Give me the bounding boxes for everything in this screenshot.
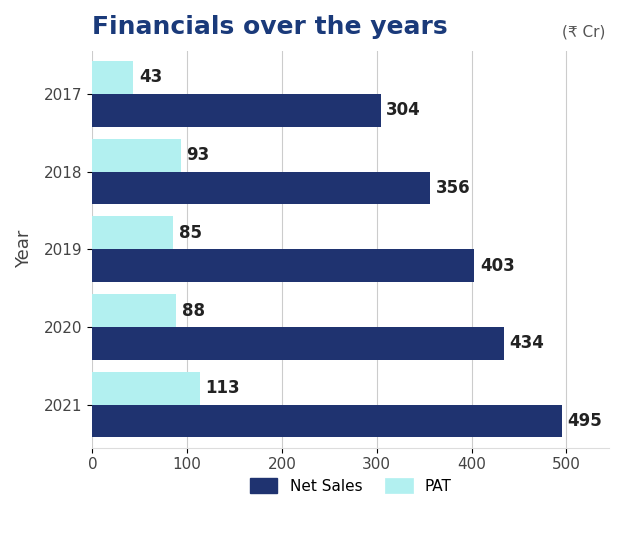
Bar (92, 294, 176, 327)
Bar (92, 372, 200, 405)
Text: 93: 93 (187, 146, 210, 164)
Text: 403: 403 (480, 257, 515, 274)
Bar (92, 61, 133, 94)
Text: 495: 495 (567, 412, 602, 430)
Text: 304: 304 (386, 101, 421, 119)
Legend: Net Sales, PAT: Net Sales, PAT (244, 471, 458, 500)
Bar (92, 216, 173, 249)
Text: (₹ Cr): (₹ Cr) (562, 25, 605, 40)
Bar (92, 249, 474, 282)
Bar (92, 94, 381, 126)
Text: 356: 356 (436, 179, 470, 197)
Bar (92, 172, 430, 204)
Text: 88: 88 (182, 301, 205, 320)
Y-axis label: Year: Year (15, 230, 33, 268)
Text: 434: 434 (509, 335, 544, 352)
Bar (92, 139, 180, 172)
Text: 85: 85 (178, 224, 202, 242)
Text: Financials over the years: Financials over the years (92, 15, 448, 39)
Bar (92, 327, 504, 360)
Text: 113: 113 (205, 379, 240, 397)
Bar (92, 405, 562, 437)
Text: 43: 43 (139, 68, 162, 87)
